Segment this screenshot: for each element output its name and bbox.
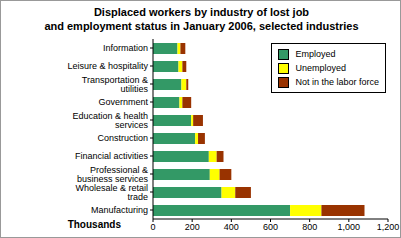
svg-text:Manufacturing: Manufacturing (91, 205, 148, 215)
html-text:Not in the labor force: Not in the labor force (295, 77, 379, 87)
svg-text:0: 0 (150, 222, 155, 232)
html-text:Thousands: Thousands (67, 219, 121, 230)
html-text:Displaced workers by industry: Displaced workers by industry of lost jo… (44, 6, 359, 32)
svg-text:Information: Information (103, 43, 148, 53)
svg-text:1,200: 1,200 (377, 222, 393, 232)
svg-text:Financial activities: Financial activities (75, 151, 149, 161)
svg-text:200: 200 (185, 222, 200, 232)
svg-text:Wholesale & retailtrade: Wholesale & retailtrade (75, 183, 148, 202)
html-text:Employed: Employed (295, 49, 336, 59)
svg-text:600: 600 (263, 222, 278, 232)
html-text:Unemployed: Unemployed (295, 63, 346, 73)
svg-text:Professional &business service: Professional &business services (77, 165, 149, 184)
svg-text:1,000: 1,000 (338, 222, 361, 232)
svg-text:Education & healthservices: Education & healthservices (72, 111, 148, 130)
svg-text:Transportation &utilities: Transportation &utilities (82, 75, 149, 94)
svg-text:Government: Government (98, 97, 148, 107)
svg-text:Leisure & hospitality: Leisure & hospitality (67, 61, 148, 71)
svg-text:800: 800 (302, 222, 317, 232)
svg-text:400: 400 (224, 222, 239, 232)
svg-text:Construction: Construction (97, 133, 148, 143)
